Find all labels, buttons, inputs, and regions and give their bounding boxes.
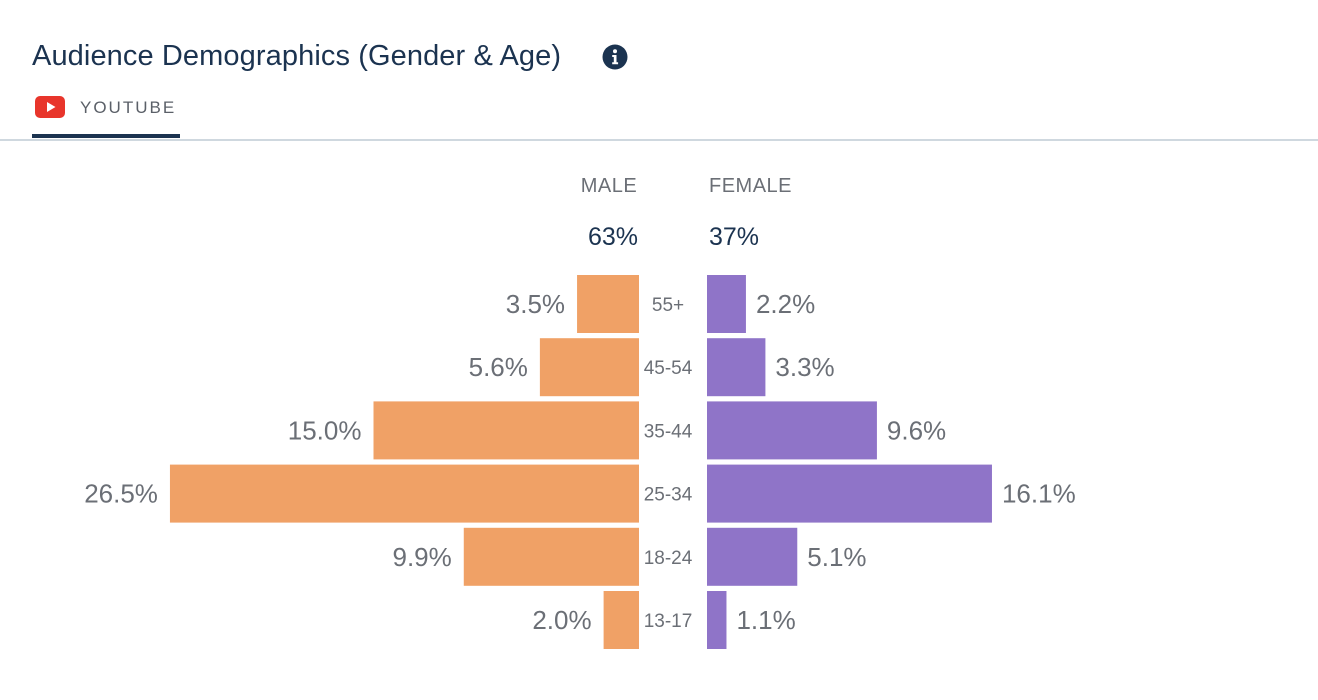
male-bar-55plus[interactable] bbox=[577, 275, 639, 333]
tab-divider bbox=[0, 139, 1318, 141]
age-category-label: 18-24 bbox=[644, 548, 693, 569]
info-icon[interactable] bbox=[602, 44, 628, 70]
female-bar-55plus[interactable] bbox=[707, 275, 746, 333]
male-total: 63% bbox=[588, 223, 638, 251]
female-value-label: 9.6% bbox=[887, 415, 946, 445]
male-value-label: 26.5% bbox=[84, 479, 158, 509]
page-title: Audience Demographics (Gender & Age) bbox=[32, 40, 562, 72]
female-bar-25-34[interactable] bbox=[707, 464, 992, 523]
age-category-label: 55+ bbox=[652, 295, 684, 316]
male-bar-25-34[interactable] bbox=[169, 464, 639, 523]
male-bar-18-24[interactable] bbox=[463, 527, 639, 586]
female-value-label: 16.1% bbox=[1002, 479, 1076, 509]
male-header: MALE bbox=[581, 175, 637, 197]
youtube-icon bbox=[35, 96, 65, 118]
female-value-label: 1.1% bbox=[736, 605, 795, 635]
male-value-label: 2.0% bbox=[532, 605, 591, 635]
bars-group: 3.5% 2.2% 55+ 5.6% 3.3% 45-54 15.0% 9.6% 35-44 26… bbox=[84, 275, 1076, 649]
female-header: FEMALE bbox=[709, 175, 792, 197]
age-category-label: 45-54 bbox=[644, 358, 693, 379]
age-category-label: 25-34 bbox=[644, 485, 693, 506]
female-value-label: 3.3% bbox=[775, 352, 834, 382]
female-bar-35-44[interactable] bbox=[707, 401, 877, 460]
active-tab-indicator bbox=[32, 134, 180, 138]
male-bar-45-54[interactable] bbox=[539, 338, 639, 397]
age-category-label: 13-17 bbox=[644, 611, 693, 632]
male-value-label: 15.0% bbox=[288, 415, 362, 445]
tab-label: YOUTUBE bbox=[80, 98, 177, 117]
male-value-label: 3.5% bbox=[506, 289, 565, 319]
female-bar-45-54[interactable] bbox=[707, 338, 766, 397]
tab-youtube[interactable]: YOUTUBE bbox=[32, 92, 180, 138]
female-bar-13-17[interactable] bbox=[707, 591, 727, 649]
male-bar-35-44[interactable] bbox=[373, 401, 640, 460]
gender-age-pyramid-chart: MALE FEMALE 63% 37% 3.5% 2.2% 55+ 5.6% 3.3% 4… bbox=[84, 175, 1076, 649]
male-value-label: 5.6% bbox=[469, 352, 528, 382]
female-total: 37% bbox=[709, 223, 759, 251]
female-value-label: 2.2% bbox=[756, 289, 815, 319]
female-value-label: 5.1% bbox=[807, 542, 866, 572]
male-bar-13-17[interactable] bbox=[603, 591, 639, 649]
age-category-label: 35-44 bbox=[644, 421, 693, 442]
female-bar-18-24[interactable] bbox=[707, 527, 798, 586]
male-value-label: 9.9% bbox=[393, 542, 452, 572]
